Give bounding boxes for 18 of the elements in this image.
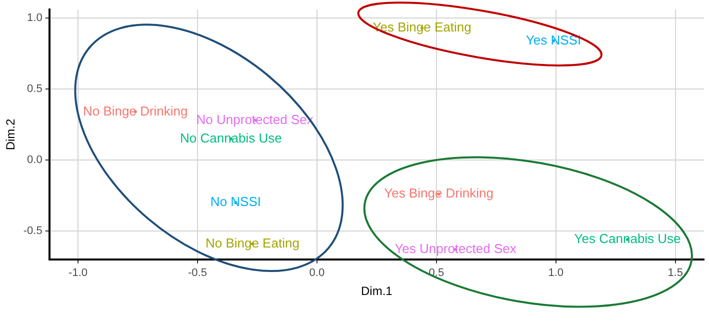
text: Yes Cannabis Use [574,231,681,246]
y-tick-label: 0.5 [27,83,42,96]
y-tick-label: 1.0 [27,12,42,24]
x-tick-label: 0.0 [309,267,325,280]
text: No Binge Eating [205,235,300,250]
text: Yes Unprotected Sex [394,241,517,256]
y-tick-label: 0.0 [27,154,42,166]
x-tick-label: -1.0 [68,267,88,280]
y-axis-title: Dim.2 [4,118,18,150]
x-tick-label: -0.5 [188,267,207,280]
x-tick-label: 1.0 [548,267,564,280]
text: No Binge Drinking [82,103,188,118]
x-tick-label: 1.5 [668,267,683,280]
text: Yes Binge Drinking [384,186,494,201]
x-axis-title: Dim.1 [361,284,393,298]
y-tick-label: -0.5 [23,225,42,238]
text: No Cannabis Use [180,130,282,146]
text: No NSSI [210,194,262,210]
